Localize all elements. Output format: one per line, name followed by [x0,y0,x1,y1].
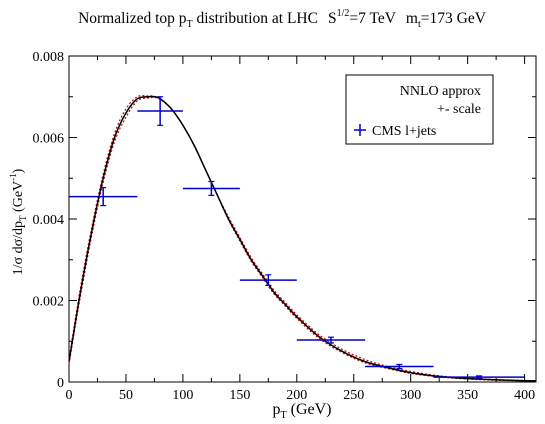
title-mass-sub: t [418,19,421,30]
x-tick-label: 150 [229,388,250,403]
y-tick-label: 0.002 [33,295,65,310]
legend-box [345,74,494,145]
x-tick-label: 0 [66,388,73,403]
title-main: Normalized top p [78,10,187,27]
x-label-unit: (GeV) [287,401,332,418]
y-tick-label: 0.008 [33,50,65,65]
legend-data-label: CMS l+jets [372,124,436,139]
title-energy-value: =7 TeV [349,10,396,27]
y-label-unit-sup: -1 [8,173,18,181]
title-main-sub: T [187,19,193,30]
cms-data-point [433,375,525,379]
x-tick-label: 300 [400,388,421,403]
x-tick-label: 350 [457,388,478,403]
legend-line1: NNLO approx [400,84,481,99]
title-energy-sup: 1/2 [337,8,350,19]
x-tick-label: 50 [119,388,133,403]
x-tick-label: 250 [343,388,364,403]
cms-data-point [239,274,297,287]
axis-ticks: 0 50 100 150 200 250 300 350 400 0 0.002 0.004 0.006… [33,50,536,403]
cms-data-point [365,363,434,370]
y-tick-label: 0 [57,376,64,391]
y-tick-label: 0.004 [33,213,65,228]
nnlo-central-curve [68,95,537,382]
x-label-sub: T [281,410,287,421]
title-mass-base: m [406,10,418,27]
y-label-unit-close: ) [11,168,26,173]
cms-data-point [182,180,240,196]
title-mass-value: =173 GeV [421,10,487,27]
scale-lower-curve [68,96,537,382]
title-tail: distribution at LHC [193,10,318,27]
y-label-main: 1/σ dσ/dp [11,221,26,275]
x-label-base: p [273,401,281,418]
y-label-unit-open: (GeV [11,181,26,216]
scale-upper-curve [68,94,537,382]
cms-data-point [137,96,183,126]
y-axis-label: 1/σ dσ/dpT (GeV-1) [8,168,28,275]
x-tick-label: 200 [286,388,307,403]
chart-title: Normalized top pT distribution at LHC S1/… [78,8,487,30]
cms-data-point [69,187,138,207]
legend-line2: +- scale [437,102,481,117]
y-label-sub: T [18,215,28,221]
cms-data-point [296,336,366,344]
legend: NNLO approx +- scale CMS l+jets [345,74,494,145]
y-tick-label: 0.006 [33,132,65,147]
x-tick-label: 100 [172,388,193,403]
x-axis-label: pT (GeV) [273,401,332,421]
title-energy-base: S [328,10,337,27]
x-tick-label: 400 [514,388,535,403]
curves [68,94,537,382]
data-points [69,96,525,379]
